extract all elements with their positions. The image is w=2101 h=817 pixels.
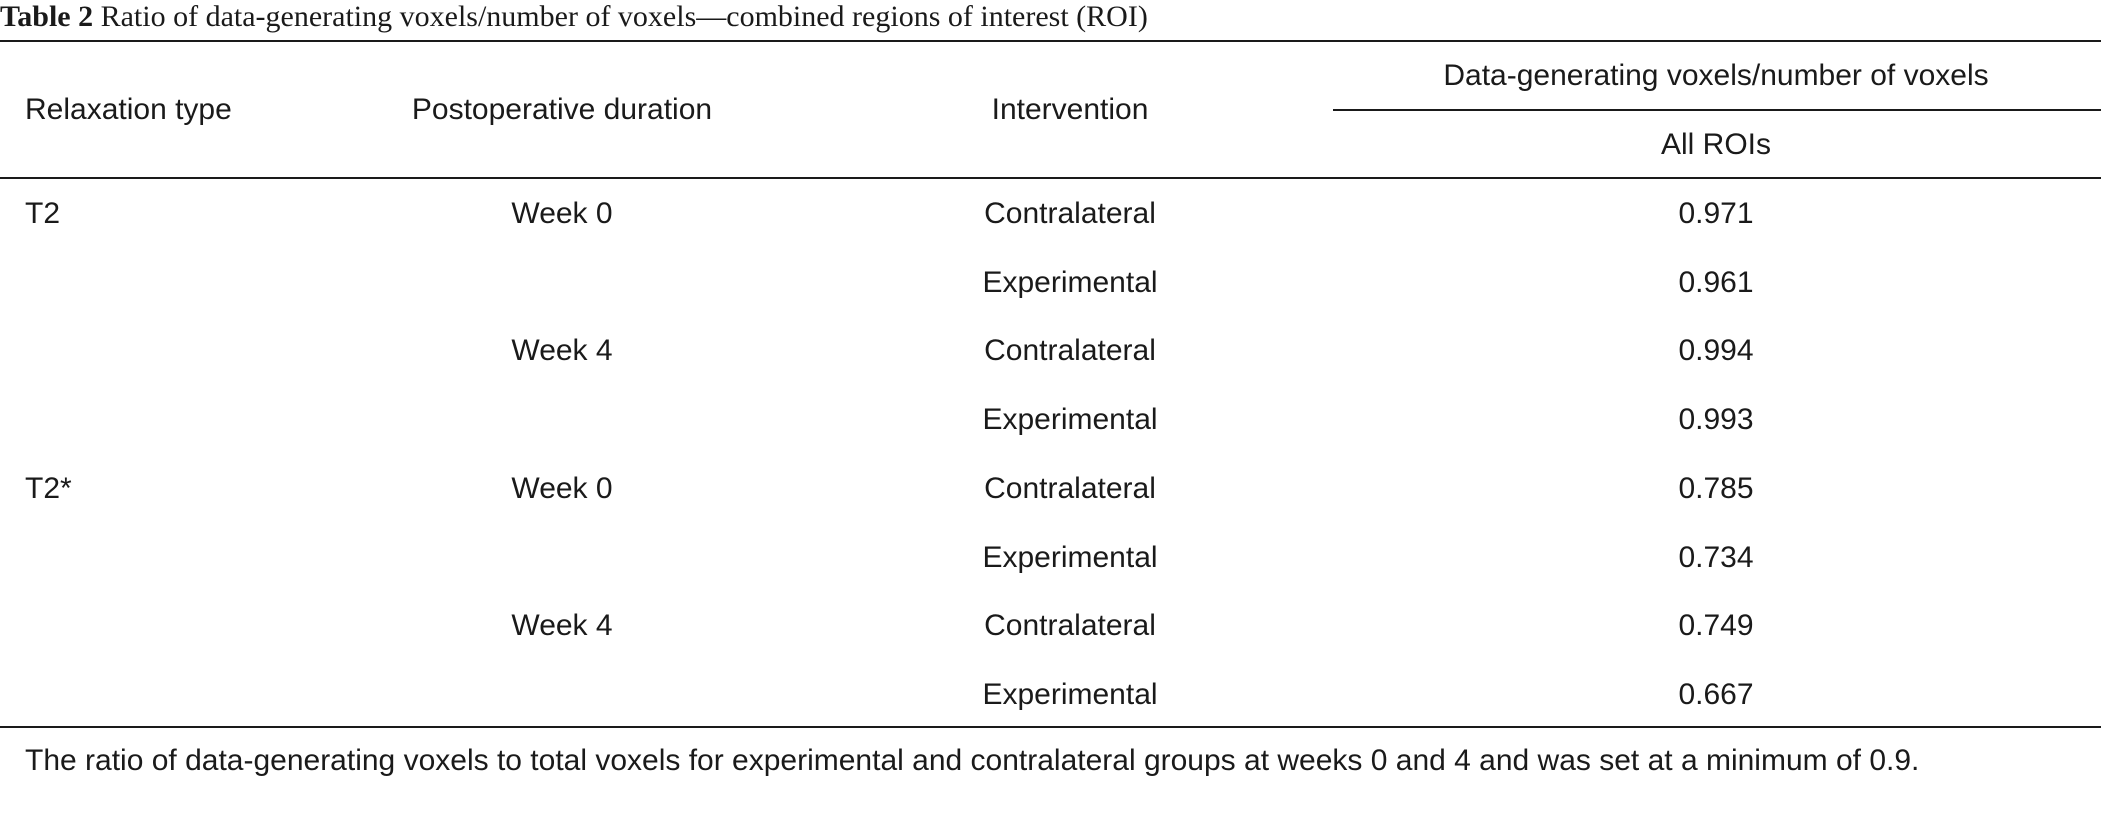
table-caption: Table 2 Ratio of data-generating voxels/…	[0, 0, 1148, 38]
table-bottom-rule	[0, 726, 2101, 728]
header-bottom-rule	[0, 177, 2101, 179]
cell-voxel-ratio: 0.994	[1678, 334, 1754, 368]
cell-postoperative-duration: Week 4	[511, 334, 613, 368]
header-relaxation-type: Relaxation type	[25, 93, 232, 126]
cell-intervention: Contralateral	[984, 609, 1156, 643]
cell-intervention: Contralateral	[984, 334, 1156, 368]
cell-voxel-ratio: 0.734	[1678, 540, 1754, 574]
header-voxel-ratio-group: Data-generating voxels/number of voxels	[1443, 59, 1989, 92]
cell-intervention: Experimental	[982, 403, 1158, 437]
cell-intervention: Contralateral	[984, 197, 1156, 230]
header-group-rule	[1333, 109, 2101, 111]
cell-voxel-ratio: 0.971	[1678, 197, 1754, 230]
table-footnote: The ratio of data-generating voxels to t…	[25, 744, 1920, 777]
header-all-rois: All ROIs	[1660, 128, 1772, 161]
header-intervention: Intervention	[991, 93, 1149, 126]
cell-intervention: Experimental	[982, 677, 1158, 711]
caption-text: Ratio of data-generating voxels/number o…	[100, 0, 1148, 33]
cell-intervention: Experimental	[982, 265, 1158, 299]
header-postoperative-duration: Postoperative duration	[411, 93, 713, 126]
cell-voxel-ratio: 0.993	[1678, 403, 1754, 437]
cell-postoperative-duration: Week 0	[511, 197, 613, 230]
cell-postoperative-duration: Week 4	[511, 609, 613, 643]
caption-label: Table 2	[0, 0, 94, 33]
cell-voxel-ratio: 0.785	[1678, 471, 1754, 505]
cell-voxel-ratio: 0.749	[1678, 609, 1754, 643]
cell-voxel-ratio: 0.961	[1678, 265, 1754, 299]
cell-relaxation-type: T2*	[25, 471, 72, 505]
cell-intervention: Contralateral	[984, 471, 1156, 505]
cell-relaxation-type: T2	[25, 197, 61, 230]
table-top-rule	[0, 40, 2101, 42]
cell-voxel-ratio: 0.667	[1678, 677, 1754, 711]
cell-postoperative-duration: Week 0	[511, 471, 613, 505]
cell-intervention: Experimental	[982, 540, 1158, 574]
